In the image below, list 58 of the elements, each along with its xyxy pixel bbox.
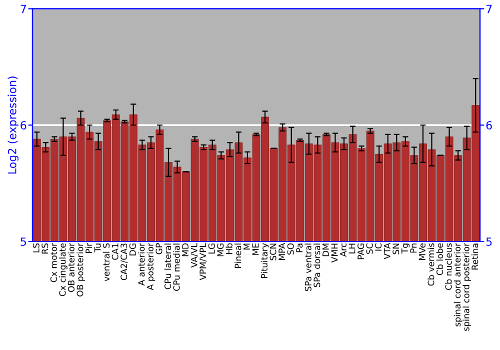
x-tick-label: SN: [392, 244, 400, 254]
y2-tick-label: 7: [486, 4, 492, 13]
x-tick-label: SC: [366, 243, 373, 254]
x-tick-label: Pineal: [234, 244, 242, 268]
x-tick-label: PAG: [358, 244, 364, 260]
x-tick-label: DG: [129, 244, 136, 256]
x-tick-label: Hb: [226, 243, 232, 254]
x-tick-label: Pn: [410, 244, 417, 253]
x-tick-label: VA/VL: [190, 242, 198, 268]
x-tick-label: OB anterior: [68, 242, 74, 292]
x-tick-label: MG: [217, 244, 224, 256]
y-tick-label: 6: [20, 121, 26, 130]
x-tick-label: MD: [182, 243, 188, 256]
y2-tick-label: 6: [486, 121, 492, 130]
x-tick-label: VMH: [331, 244, 338, 263]
x-tick-label: Cx cingulate: [59, 243, 68, 296]
x-tick-label: spinal cord anterior: [454, 242, 462, 326]
x-tick-label: A anterior: [138, 242, 145, 286]
x-tick-label: MVe: [419, 243, 426, 260]
x-tick-label: GP: [156, 243, 162, 254]
x-tick-label: Pir: [85, 242, 92, 253]
x-tick-label: spinal cord posterior: [462, 242, 472, 331]
x-tick-label: CA1: [112, 244, 118, 260]
x-tick-label: IC: [375, 243, 382, 251]
x-tick-label: VPM/VPL: [200, 242, 207, 280]
x-tick-label: M: [244, 244, 250, 250]
x-tick-label: MPA: [278, 242, 285, 260]
y-axis-title: Log2 (expression): [8, 76, 18, 174]
x-tick-label: ME: [252, 243, 259, 255]
x-tick-label: Cx motor: [50, 242, 57, 282]
x-tick-label: LH: [348, 244, 356, 254]
x-tick-label: Cb lobe: [436, 243, 444, 276]
x-tick-label: Tu: [94, 244, 101, 252]
x-tick-label: A posterior: [146, 242, 156, 290]
x-tick-label: CPu lateral: [164, 244, 172, 290]
x-tick-label: DM: [322, 244, 329, 256]
x-tick-label: OB posterior: [76, 242, 85, 296]
y2-tick-label: 5: [486, 238, 492, 246]
x-tick-label: Cb vermis: [428, 243, 434, 286]
x-tick-label: ventral S: [102, 243, 110, 282]
x-tick-label: Pituitary: [260, 243, 270, 278]
x-tick-label: SCN: [270, 244, 276, 260]
x-tick-label: Cb nucleus: [445, 243, 452, 290]
x-tick-label: SO: [287, 243, 294, 255]
x-tick-label: Retina: [471, 244, 478, 270]
x-tick-label: Arc: [340, 243, 346, 257]
x-tick-label: SPa ventral: [304, 244, 312, 292]
x-tick-label: CA2/CA3: [120, 244, 128, 280]
y-tick-label: 7: [20, 4, 26, 13]
x-tick-label: LG: [208, 244, 215, 254]
x-tick-label: CPu medial: [173, 244, 180, 291]
x-tick-label: RS: [42, 243, 48, 254]
x-tick-label: Pa: [296, 244, 303, 252]
x-tick-label: Tg: [402, 244, 410, 254]
y-tick-label: 5: [20, 238, 26, 246]
x-tick-label: SPa dorsal: [314, 244, 320, 288]
x-tick-label: VTA: [384, 242, 390, 260]
x-tick-label: LS: [32, 243, 40, 252]
